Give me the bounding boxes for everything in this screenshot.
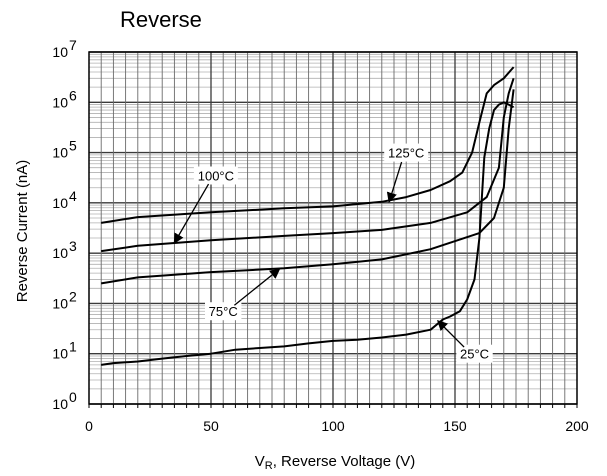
x-tick-label: 150	[443, 418, 467, 434]
y-tick-label: 10	[52, 245, 68, 261]
chart-title: Reverse	[120, 7, 202, 32]
annotation-label: 25°C	[460, 347, 489, 362]
x-axis-label-subscript: R	[265, 460, 273, 472]
annotations: 125°C 100°C 75°C 25°C	[173, 143, 493, 363]
x-tick-label: 100	[321, 418, 345, 434]
grid	[89, 51, 577, 405]
y-tick-exponent: 0	[69, 389, 77, 405]
y-tick-label: 10	[52, 94, 68, 110]
annotation-label: 75°C	[209, 304, 238, 319]
annotation-label-bg	[193, 166, 238, 185]
y-axis-label: Reverse Current (nA)	[14, 160, 31, 303]
x-tick-label: 50	[203, 418, 219, 434]
series-line-100c	[101, 77, 515, 253]
axes	[88, 51, 578, 408]
y-tick-label: 10	[52, 295, 68, 311]
series-line-25c	[101, 101, 515, 366]
y-tick-exponent: 5	[69, 138, 77, 154]
series-lines	[101, 66, 515, 366]
y-tick-label: 10	[52, 145, 68, 161]
y-tick-exponent: 7	[69, 37, 77, 53]
series-line-75c	[101, 89, 515, 285]
annotation-arrow	[386, 161, 403, 204]
x-axis-label-main: V	[255, 453, 265, 470]
y-tick-exponent: 1	[69, 339, 77, 355]
annotation-label-bg	[456, 344, 493, 363]
y-tick-exponent: 2	[69, 288, 77, 304]
x-tick-label: 200	[565, 418, 589, 434]
x-axis-label-rest: , Reverse Voltage (V)	[273, 453, 416, 470]
x-axis-label: VR, Reverse Voltage (V)	[255, 453, 416, 472]
y-tick-exponent: 3	[69, 238, 77, 254]
y-tick-exponent: 6	[69, 87, 77, 103]
series-line-125c	[101, 66, 515, 224]
y-tick-label: 10	[52, 195, 68, 211]
y-tick-label: 10	[52, 396, 68, 412]
annotation-label: 125°C	[388, 146, 424, 161]
annotation-arrow	[233, 268, 281, 306]
annotation-label-bg	[205, 302, 242, 321]
annotation-label: 100°C	[198, 168, 234, 183]
y-tick-label: 10	[52, 44, 68, 60]
annotation-arrow	[437, 319, 465, 348]
annotation-label-bg	[384, 143, 429, 162]
y-tick-exponent: 4	[69, 188, 77, 204]
y-tick-label: 10	[52, 346, 68, 362]
x-tick-label: 0	[85, 418, 93, 434]
annotation-arrow	[173, 183, 210, 245]
